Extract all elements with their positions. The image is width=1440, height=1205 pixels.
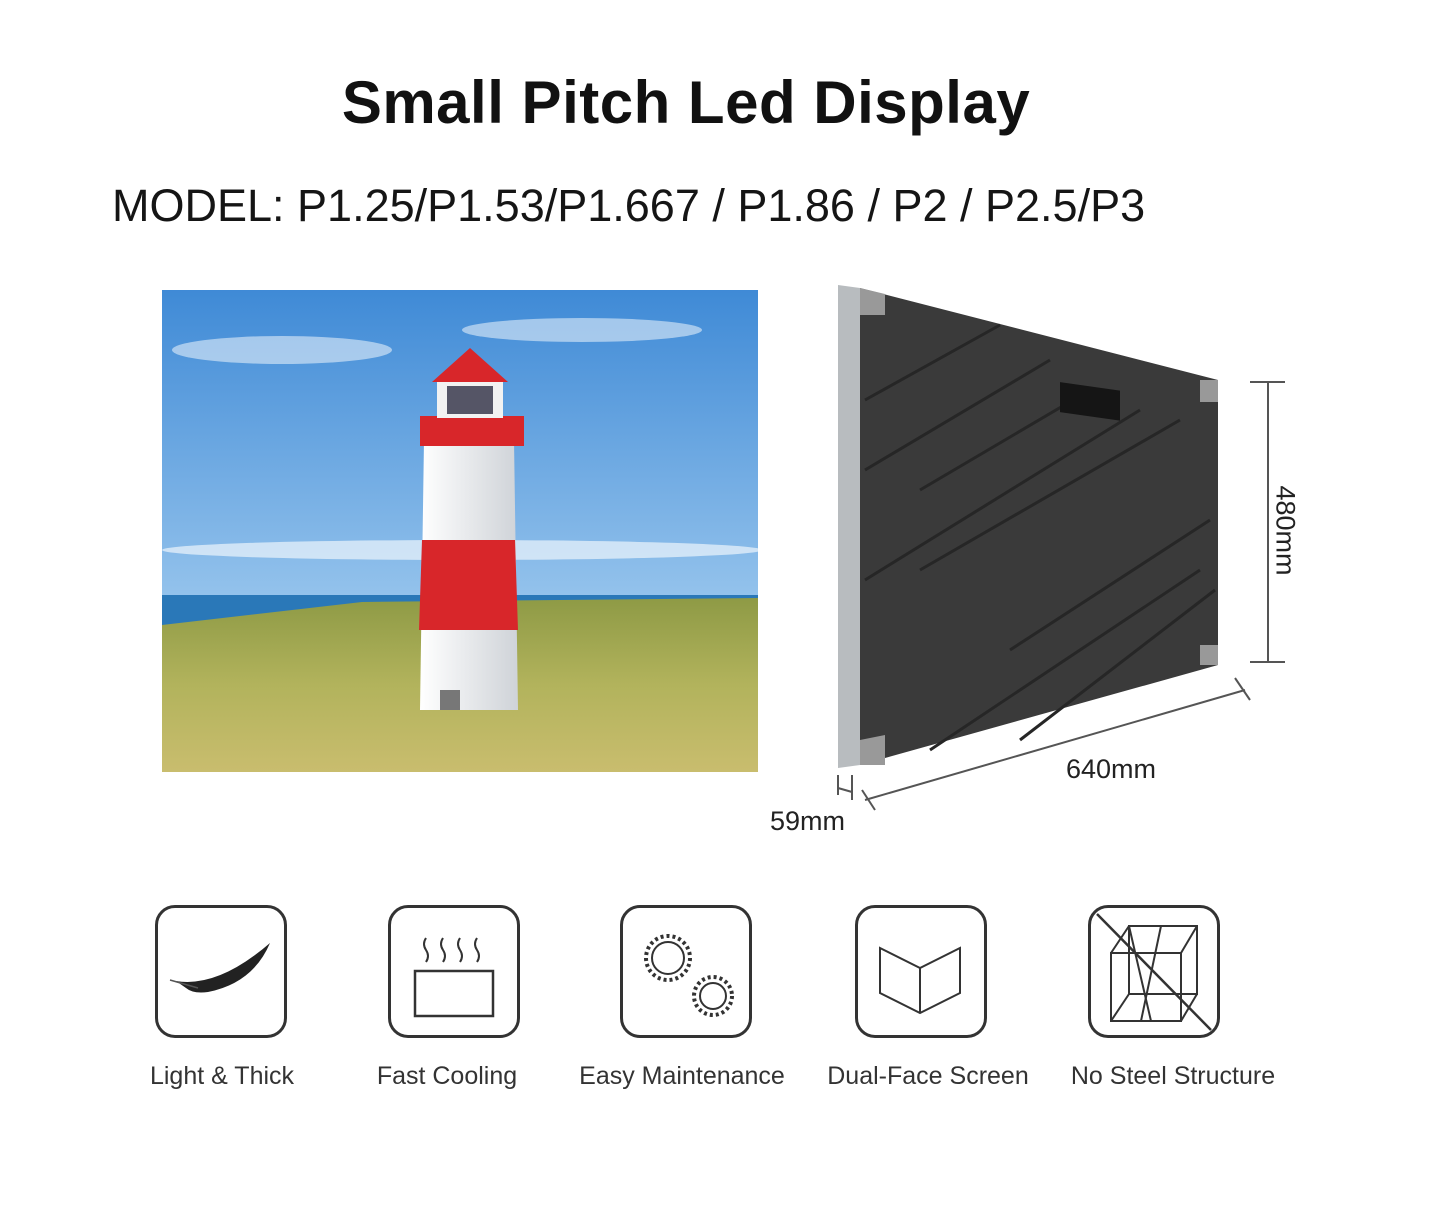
led-cabinet-image <box>837 285 1285 811</box>
feature-label: Fast Cooling <box>376 1062 518 1090</box>
lighthouse-photo <box>162 290 758 772</box>
height-dimension: 480mm <box>1270 485 1301 576</box>
gears-icon <box>644 934 734 1017</box>
depth-dimension: 59mm <box>770 806 846 836</box>
model-list: MODEL: P1.25/P1.53/P1.667 / P1.86 / P2 /… <box>112 180 1146 231</box>
width-dimension: 640mm <box>1066 754 1157 784</box>
crossed-frame-icon <box>1096 913 1212 1031</box>
feature-fast-cooling <box>388 905 520 1038</box>
heat-dissipation-icon <box>413 937 495 1018</box>
open-book-icon <box>879 946 961 1015</box>
feature-easy-maintenance <box>620 905 752 1038</box>
feature-label: No Steel Structure <box>1070 1062 1276 1090</box>
feature-dual-face <box>855 905 987 1038</box>
feather-icon <box>169 943 270 993</box>
page-title: Small Pitch Led Display <box>341 69 1031 136</box>
feature-no-steel <box>1088 905 1220 1038</box>
feature-label: Dual-Face Screen <box>827 1062 1029 1090</box>
feature-label: Light & Thick <box>149 1062 295 1090</box>
feature-light-thick <box>155 905 287 1038</box>
feature-label: Easy Maintenance <box>579 1062 785 1090</box>
